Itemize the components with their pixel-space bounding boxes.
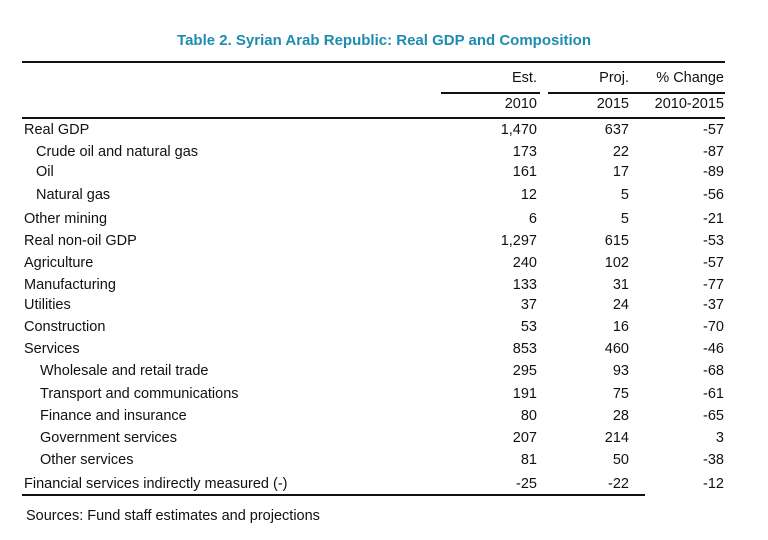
value-pct-change: -57 [703,122,724,138]
value-pct-change: -37 [703,297,724,313]
row-label: Real non-oil GDP [24,233,137,249]
row-label: Construction [24,319,106,335]
table-row: Government services 207 214 3 [24,430,724,452]
value-pct-change: -77 [703,277,724,293]
top-rule [22,61,725,63]
value-2015: 637 [604,122,629,138]
value-2010: 133 [512,277,537,293]
value-pct-change: -53 [703,233,724,249]
value-pct-change: -38 [703,452,724,468]
header-year-change: 2010-2015 [654,96,724,112]
value-pct-change: -46 [703,341,724,357]
row-label: Crude oil and natural gas [36,144,199,160]
value-pct-change: -56 [703,187,724,203]
table-row: Wholesale and retail trade 295 93 -68 [24,363,724,385]
row-label: Real GDP [24,122,90,138]
value-2015: 214 [604,430,629,446]
row-label: Utilities [24,297,71,313]
row-label: Oil [36,164,54,180]
table-row: Finance and insurance 80 28 -65 [24,408,724,430]
header-year-est: 2010 [504,96,537,112]
value-2010: 207 [512,430,537,446]
header-year-proj: 2015 [596,96,629,112]
value-2010: 191 [512,386,537,402]
value-pct-change: -68 [703,363,724,379]
value-2010: 1,470 [500,122,537,138]
table-row: Financial services indirectly measured (… [24,476,724,498]
table-row: Other services 81 50 -38 [24,452,724,474]
value-pct-change: 3 [715,430,724,446]
value-pct-change: -65 [703,408,724,424]
value-2010: 80 [520,408,537,424]
header-rule [22,117,725,119]
value-pct-change: -12 [703,476,724,492]
value-2010: 173 [512,144,537,160]
row-label: Services [24,341,80,357]
row-label: Wholesale and retail trade [40,363,209,379]
value-2015: 102 [604,255,629,271]
value-pct-change: -57 [703,255,724,271]
header-change: % Change [656,70,724,86]
value-2015: 75 [612,386,629,402]
table-row: Real non-oil GDP 1,297 615 -53 [24,233,724,255]
table-row: Agriculture 240 102 -57 [24,255,724,277]
table-row: Utilities 37 24 -37 [24,297,724,319]
table-row: Transport and communications 191 75 -61 [24,386,724,408]
header-proj: Proj. [599,70,629,86]
row-label: Natural gas [36,187,111,203]
value-pct-change: -61 [703,386,724,402]
row-label: Other mining [24,211,108,227]
row-label: Financial services indirectly measured (… [24,476,288,492]
table-row: Natural gas 12 5 -56 [24,187,724,209]
table-row: Real GDP 1,470 637 -57 [24,122,724,144]
header-est: Est. [512,70,537,86]
value-2015: 22 [612,144,629,160]
value-pct-change: -70 [703,319,724,335]
row-label: Agriculture [24,255,94,271]
row-label: Government services [40,430,177,446]
table-row: Other mining 6 5 -21 [24,211,724,233]
value-2010: 12 [520,187,537,203]
row-label: Finance and insurance [40,408,187,424]
row-label: Manufacturing [24,277,116,293]
value-2010: -25 [516,476,537,492]
value-2010: 161 [512,164,537,180]
table-title: Table 2. Syrian Arab Republic: Real GDP … [177,32,591,49]
value-pct-change: -21 [703,211,724,227]
value-2010: 81 [520,452,537,468]
value-pct-change: -89 [703,164,724,180]
value-2015: -22 [608,476,629,492]
value-2015: 17 [612,164,629,180]
value-2015: 50 [612,452,629,468]
proj-change-underline [548,92,725,94]
table-row: Construction 53 16 -70 [24,319,724,341]
value-2010: 37 [520,297,537,313]
value-2010: 853 [512,341,537,357]
row-label: Other services [40,452,134,468]
value-2015: 93 [612,363,629,379]
table-row: Services 853 460 -46 [24,341,724,363]
value-2015: 28 [612,408,629,424]
source-note: Sources: Fund staff estimates and projec… [26,508,320,524]
table-row: Crude oil and natural gas 173 22 -87 [24,144,724,166]
value-2010: 53 [520,319,537,335]
value-2015: 5 [620,187,629,203]
bottom-rule [22,494,645,496]
value-2015: 24 [612,297,629,313]
value-2015: 460 [604,341,629,357]
value-2015: 5 [620,211,629,227]
value-2015: 615 [604,233,629,249]
row-label: Transport and communications [40,386,239,402]
value-2010: 295 [512,363,537,379]
est-underline [441,92,540,94]
value-2010: 1,297 [500,233,537,249]
value-2015: 16 [612,319,629,335]
value-pct-change: -87 [703,144,724,160]
value-2010: 6 [528,211,537,227]
table-row: Oil 161 17 -89 [24,164,724,186]
value-2010: 240 [512,255,537,271]
value-2015: 31 [612,277,629,293]
table-row: Manufacturing 133 31 -77 [24,277,724,299]
